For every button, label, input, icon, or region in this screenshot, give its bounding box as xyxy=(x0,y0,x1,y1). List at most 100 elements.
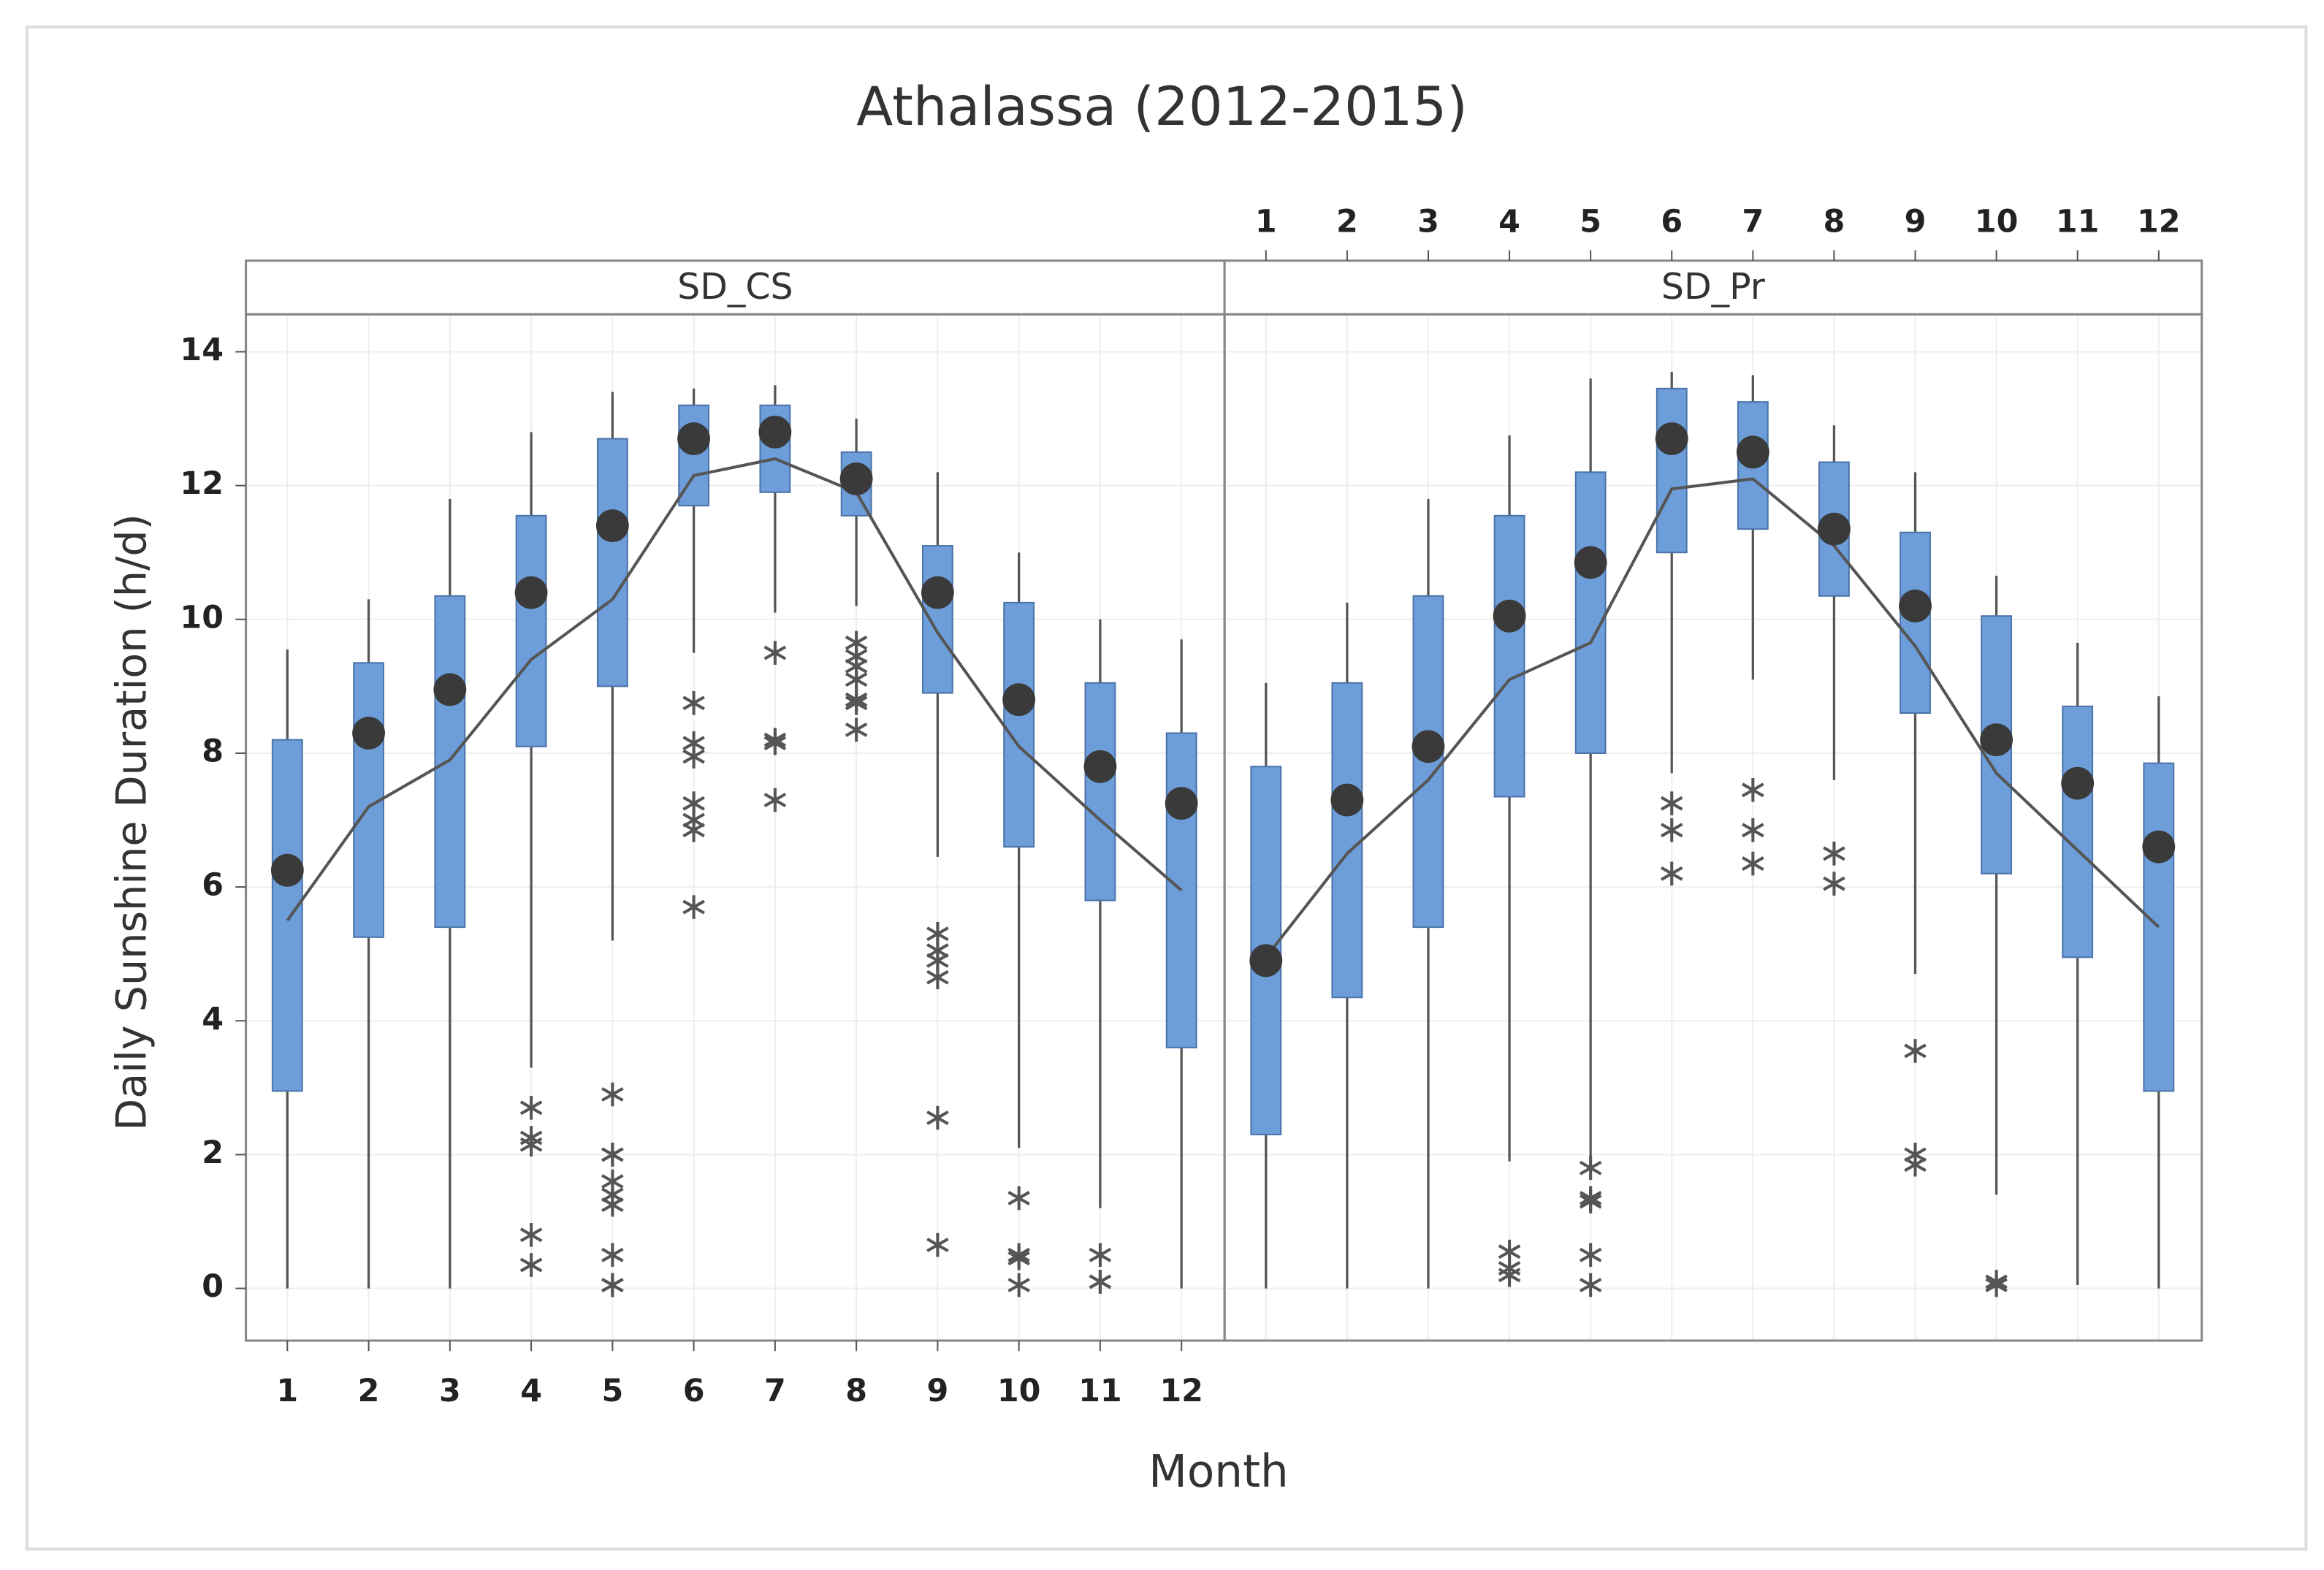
x-tick-label: 6 xyxy=(1661,203,1683,240)
x-tick-label: 11 xyxy=(1078,1373,1122,1409)
outlier xyxy=(926,1232,949,1257)
outlier xyxy=(682,744,705,769)
mean-dot xyxy=(2061,766,2095,800)
mean-dot xyxy=(677,422,711,455)
y-tick-label: 6 xyxy=(202,867,224,904)
outlier-stroke xyxy=(763,736,787,751)
outlier-stroke xyxy=(1007,1278,1030,1292)
x-tick-label: 7 xyxy=(764,1373,786,1409)
mean-dot xyxy=(352,717,386,750)
mean-dot xyxy=(839,462,873,495)
outlier xyxy=(845,717,868,742)
mean-dot xyxy=(1165,787,1198,820)
x-tick-label: 10 xyxy=(1975,203,2019,240)
outlier-stroke xyxy=(601,1147,624,1162)
x-tick-label: 9 xyxy=(1905,203,1927,240)
outlier xyxy=(1904,1152,1927,1177)
outlier-stroke xyxy=(763,793,787,807)
outlier-stroke xyxy=(601,1174,624,1189)
outlier-stroke xyxy=(1660,796,1683,811)
outlier-stroke xyxy=(1904,1157,1927,1173)
outlier-stroke xyxy=(1579,1194,1602,1209)
outlier-stroke xyxy=(926,1110,949,1125)
box xyxy=(921,545,953,694)
box xyxy=(1003,601,1035,848)
box xyxy=(1331,682,1363,999)
mean-dot xyxy=(433,673,467,706)
strip xyxy=(1223,259,2203,316)
outlier xyxy=(926,965,949,990)
x-tick-label: 2 xyxy=(358,1373,380,1409)
outlier xyxy=(682,690,705,715)
outlier xyxy=(601,1192,624,1217)
x-tick-label: 5 xyxy=(1580,203,1601,240)
x-tick-label: 1 xyxy=(276,1373,298,1409)
outlier-stroke xyxy=(845,635,868,650)
outlier xyxy=(519,1096,543,1120)
outlier xyxy=(1742,818,1764,842)
box xyxy=(1900,531,1931,714)
outlier xyxy=(601,1273,624,1297)
x-tick-label: 1 xyxy=(1255,203,1277,240)
outlier xyxy=(763,641,787,665)
outlier xyxy=(1823,872,1845,896)
y-tick-label: 0 xyxy=(202,1268,224,1305)
mean-dot xyxy=(1899,590,1932,622)
outlier xyxy=(519,1223,543,1247)
outlier xyxy=(763,731,787,755)
outlier-stroke xyxy=(1089,1274,1112,1289)
outlier xyxy=(1904,1039,1927,1063)
outlier xyxy=(519,1253,543,1277)
mean-dot xyxy=(270,853,304,887)
outlier-stroke xyxy=(682,736,705,751)
outlier-stroke xyxy=(682,823,705,838)
x-tick-label: 4 xyxy=(520,1373,542,1409)
outlier xyxy=(845,667,868,692)
outlier-stroke xyxy=(682,899,705,915)
outlier-stroke xyxy=(1007,1251,1030,1266)
outlier-stroke xyxy=(1823,846,1845,861)
box xyxy=(1493,514,1525,798)
outlier xyxy=(1660,818,1683,842)
outlier-stroke xyxy=(601,1197,624,1213)
mean-dot xyxy=(1411,730,1445,763)
x-tick-label: 2 xyxy=(1336,203,1358,240)
outlier-stroke xyxy=(1823,876,1845,891)
outlier-stroke xyxy=(1579,1160,1602,1175)
outlier-stroke xyxy=(1579,1247,1602,1262)
y-tick-label: 14 xyxy=(180,332,224,368)
outlier-stroke xyxy=(682,796,705,811)
outlier-stroke xyxy=(845,672,868,687)
outlier-stroke xyxy=(519,1137,543,1152)
outlier-stroke xyxy=(1579,1278,1602,1292)
outlier-stroke xyxy=(1660,823,1683,838)
mean-dot xyxy=(595,509,629,543)
mean-dot xyxy=(921,576,954,609)
outlier-stroke xyxy=(1498,1268,1521,1283)
y-tick-label: 2 xyxy=(202,1135,224,1171)
outlier xyxy=(926,1105,949,1130)
outlier xyxy=(519,1132,543,1156)
outlier xyxy=(1579,1156,1602,1181)
outlier xyxy=(601,1243,624,1268)
outlier-stroke xyxy=(1498,1244,1521,1260)
mean-dot xyxy=(758,415,792,449)
mean-dot xyxy=(1817,512,1851,546)
box xyxy=(678,404,710,507)
outlier xyxy=(1089,1270,1112,1294)
mean-dot xyxy=(1574,546,1607,579)
outlier xyxy=(1579,1243,1602,1268)
box xyxy=(596,438,628,687)
mean-dot xyxy=(1083,750,1117,783)
x-tick-label: 8 xyxy=(1824,203,1845,240)
strip xyxy=(245,259,1226,316)
outlier-stroke xyxy=(845,696,868,711)
outlier xyxy=(682,818,705,842)
x-tick-label: 8 xyxy=(845,1373,867,1409)
box xyxy=(1656,387,1688,554)
outlier xyxy=(1823,842,1845,866)
outlier xyxy=(1007,1186,1030,1211)
mean-dot xyxy=(1249,944,1283,978)
panel-border xyxy=(1223,313,2203,1342)
